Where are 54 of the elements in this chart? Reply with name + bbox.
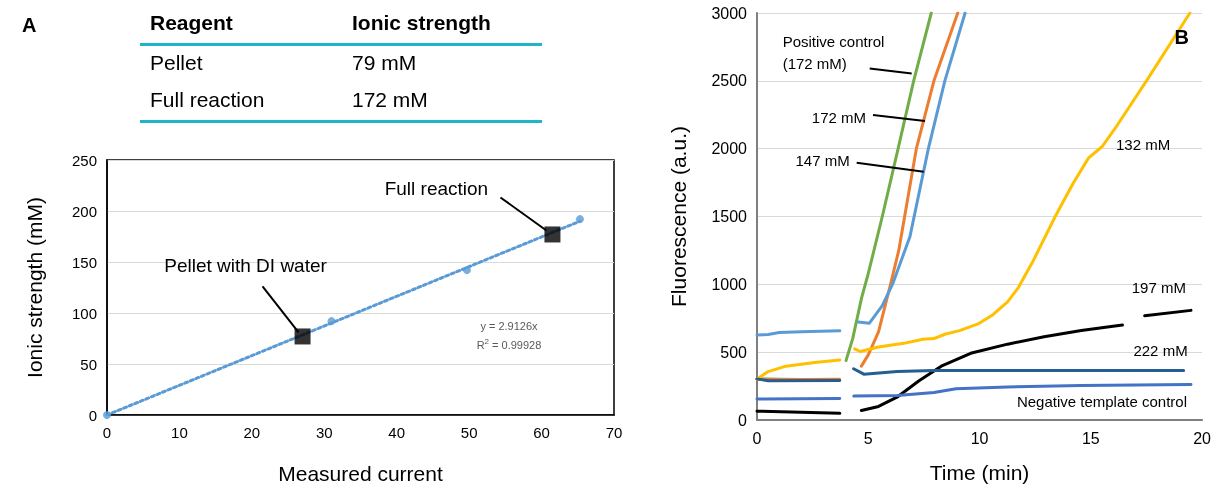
x-tick-label: 60 <box>533 424 550 441</box>
x-tick-label: 40 <box>388 424 406 441</box>
text: Pellet <box>149 50 204 76</box>
x-tick-label: 0 <box>102 424 112 441</box>
x-axis-title: Time (min) <box>929 461 1030 484</box>
point <box>103 411 111 419</box>
y-tick-label: 1500 <box>711 208 748 225</box>
y-tick-label: 2000 <box>711 140 748 158</box>
y-tick-label: 100 <box>71 304 97 322</box>
point <box>544 226 561 243</box>
x-tick-label: 10 <box>970 429 989 447</box>
point <box>575 215 584 224</box>
annotation: 147 mM <box>795 152 850 170</box>
point <box>327 317 336 326</box>
annotation: 197 mM <box>1131 278 1186 296</box>
text: Ionic strength <box>342 6 542 45</box>
y-tick-label: 500 <box>720 343 748 361</box>
point <box>462 266 471 275</box>
x-tick-label: 5 <box>863 429 873 447</box>
annotation: 222 mM <box>1133 341 1188 359</box>
x-tick-label: 30 <box>315 424 333 441</box>
text: B <box>1174 26 1190 48</box>
x-tick-label: 10 <box>171 424 188 441</box>
text: A <box>22 14 37 37</box>
annotation: 132 mM <box>1115 136 1171 154</box>
x-tick-label: 20 <box>243 424 261 441</box>
y-tick-label: 0 <box>738 411 748 429</box>
y-tick-label: 250 <box>71 151 97 169</box>
annotation: Pellet with DI water <box>164 254 328 276</box>
y-tick-label: 1000 <box>711 275 748 293</box>
text: Reagent <box>140 6 342 45</box>
x-tick-label: 15 <box>1081 429 1100 447</box>
x-tick-label: 70 <box>605 424 623 441</box>
annotation: Positive control (172 mM) <box>782 32 889 72</box>
annotation: Full reaction <box>384 177 489 199</box>
y-tick-label: 3000 <box>711 4 748 22</box>
y-axis-title: Fluorescence (a.u.) <box>667 126 690 307</box>
x-tick-label: 0 <box>752 429 762 447</box>
x-tick-label: 50 <box>460 424 478 441</box>
y-tick-label: 50 <box>80 355 97 373</box>
annotation: 172 mM <box>811 108 866 126</box>
x-axis-title: Measured current <box>278 462 443 485</box>
text: 79 mM <box>351 50 418 76</box>
y-tick-label: 200 <box>71 202 97 220</box>
y-axis-title: Ionic strength (mM) <box>23 197 46 378</box>
annotation: Negative template control <box>1016 392 1187 410</box>
y-tick-label: 2500 <box>711 72 748 90</box>
point <box>294 328 311 345</box>
x-tick-label: 20 <box>1193 429 1212 447</box>
y-tick-label: 0 <box>88 406 97 424</box>
text: Full reaction <box>140 83 342 122</box>
annotation: y = 2.9126x <box>480 320 539 332</box>
y-tick-label: 150 <box>71 253 97 271</box>
text: 172 mM <box>342 83 542 122</box>
